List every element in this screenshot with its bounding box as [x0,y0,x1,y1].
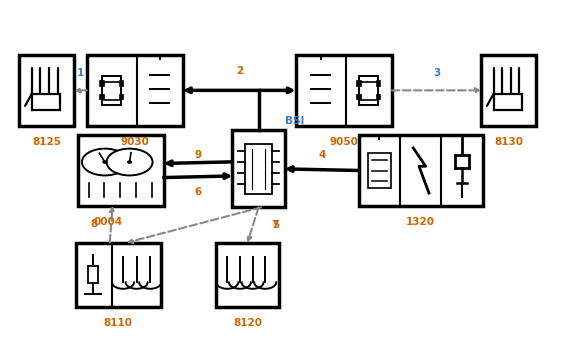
Text: 9050: 9050 [329,137,358,147]
Bar [100,81,104,86]
Text: 7: 7 [271,220,278,230]
Text: 8: 8 [90,219,98,229]
Bar [87,55,183,125]
Text: 8125: 8125 [33,137,61,147]
Bar [359,135,482,206]
Bar [19,55,74,125]
Bar [79,135,164,206]
Bar [76,243,161,307]
Bar [232,131,284,207]
Bar [377,81,380,86]
Circle shape [82,149,128,175]
Text: BSI: BSI [286,116,305,125]
Text: 1320: 1320 [406,217,435,227]
Text: 6: 6 [195,187,201,197]
Circle shape [103,161,107,163]
Text: 4: 4 [318,150,325,160]
Text: 1: 1 [77,68,84,77]
Text: 8130: 8130 [494,137,523,147]
Bar [481,55,536,125]
Text: 3: 3 [433,68,440,77]
Text: 8120: 8120 [233,318,262,328]
Text: 0004: 0004 [94,217,123,227]
Text: 8110: 8110 [104,318,133,328]
Text: 9: 9 [195,150,201,160]
Bar [216,243,279,307]
Bar [296,55,392,125]
Circle shape [107,149,153,175]
Bar [102,76,121,105]
Bar [246,144,272,194]
Bar [100,94,104,99]
Bar [359,76,378,105]
Bar [88,266,98,283]
Bar [120,81,123,86]
Text: 5: 5 [272,220,279,230]
Bar [120,94,123,99]
Bar [357,81,361,86]
Bar [357,94,361,99]
Text: 2: 2 [236,66,243,76]
Bar [368,153,391,188]
Bar [377,94,380,99]
Text: 9030: 9030 [121,137,149,147]
Circle shape [128,161,131,163]
